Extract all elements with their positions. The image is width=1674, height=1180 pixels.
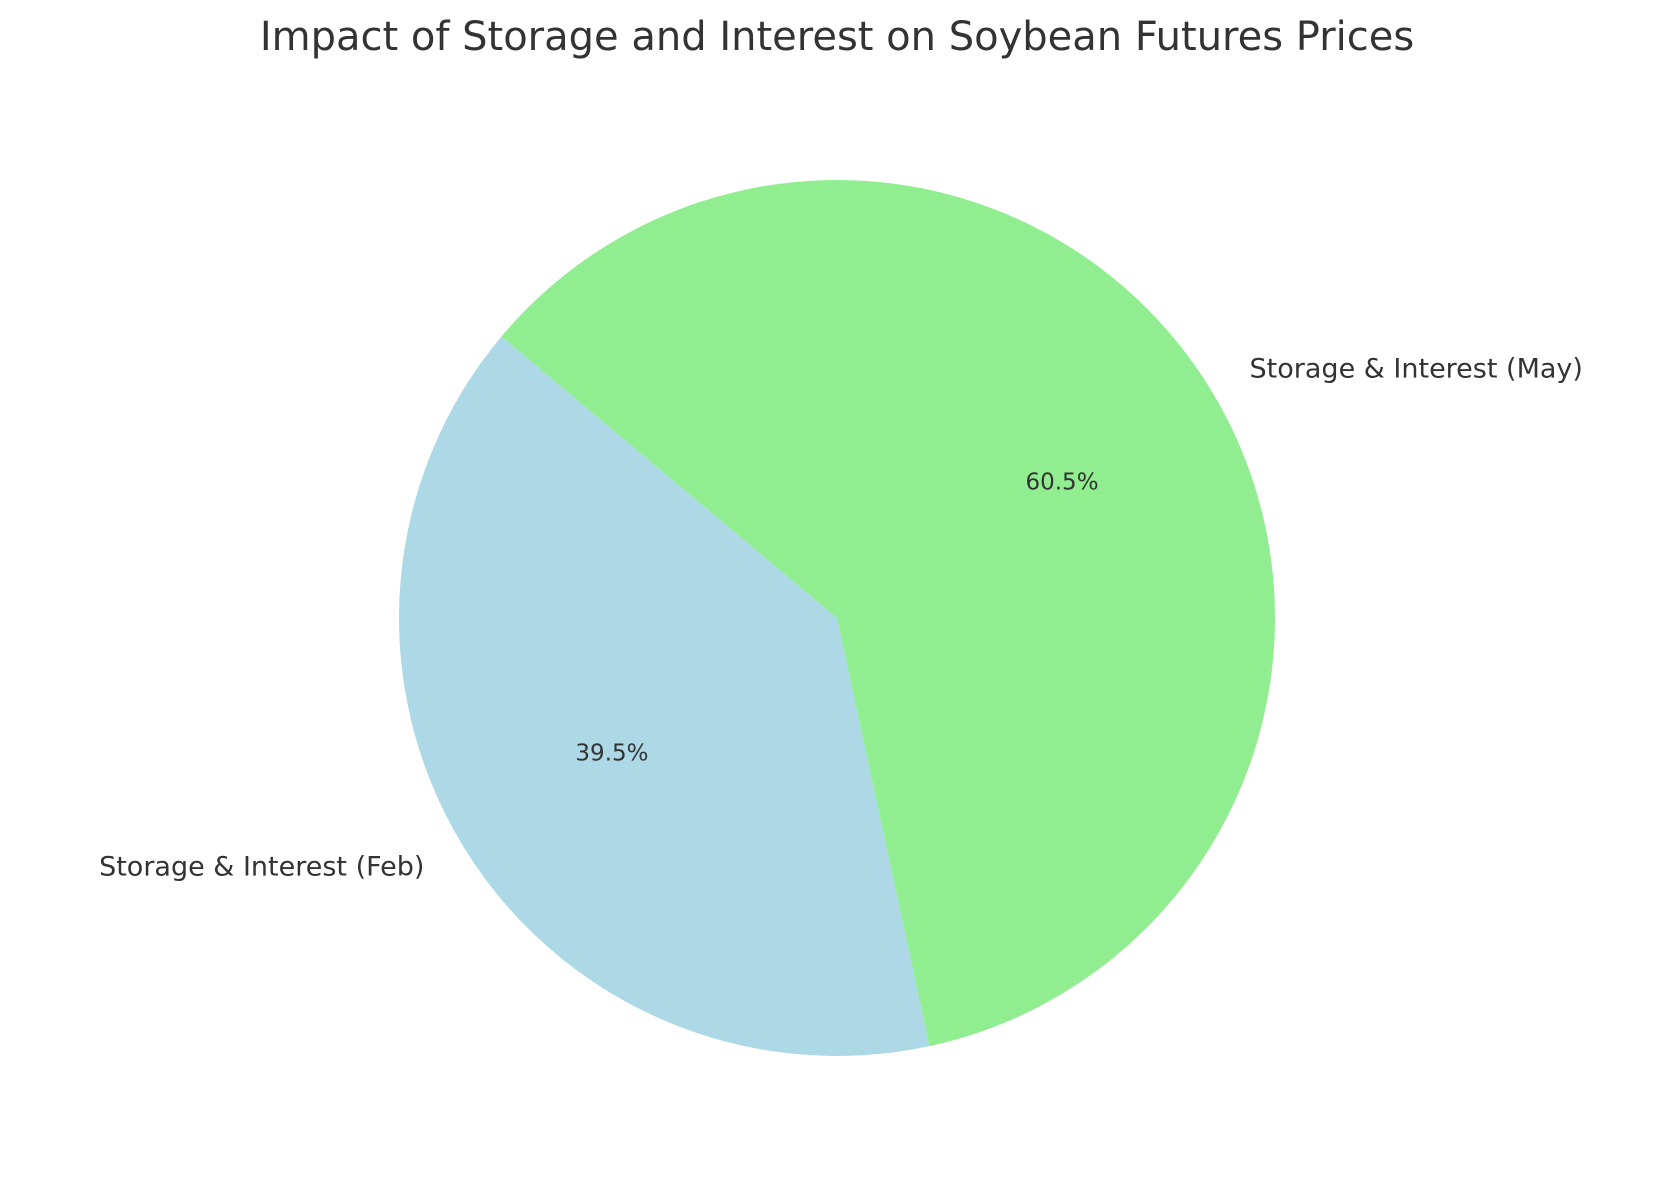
slice-category-label-2: Storage & Interest (May) bbox=[1250, 354, 1583, 385]
slice-category-label-1: Storage & Interest (Feb) bbox=[99, 851, 424, 882]
slices-group bbox=[399, 179, 1275, 1056]
pie-slice-1 bbox=[399, 336, 930, 1056]
slice-percent-label-1: 39.5% bbox=[575, 741, 648, 767]
chart-title: Impact of Storage and Interest on Soybea… bbox=[259, 14, 1415, 60]
slice-percent-label-2: 60.5% bbox=[1025, 469, 1098, 495]
labels-group: 39.5% Storage & Interest (Feb) 60.5% Storag… bbox=[99, 354, 1583, 883]
pie-slice-2 bbox=[501, 179, 1275, 1047]
